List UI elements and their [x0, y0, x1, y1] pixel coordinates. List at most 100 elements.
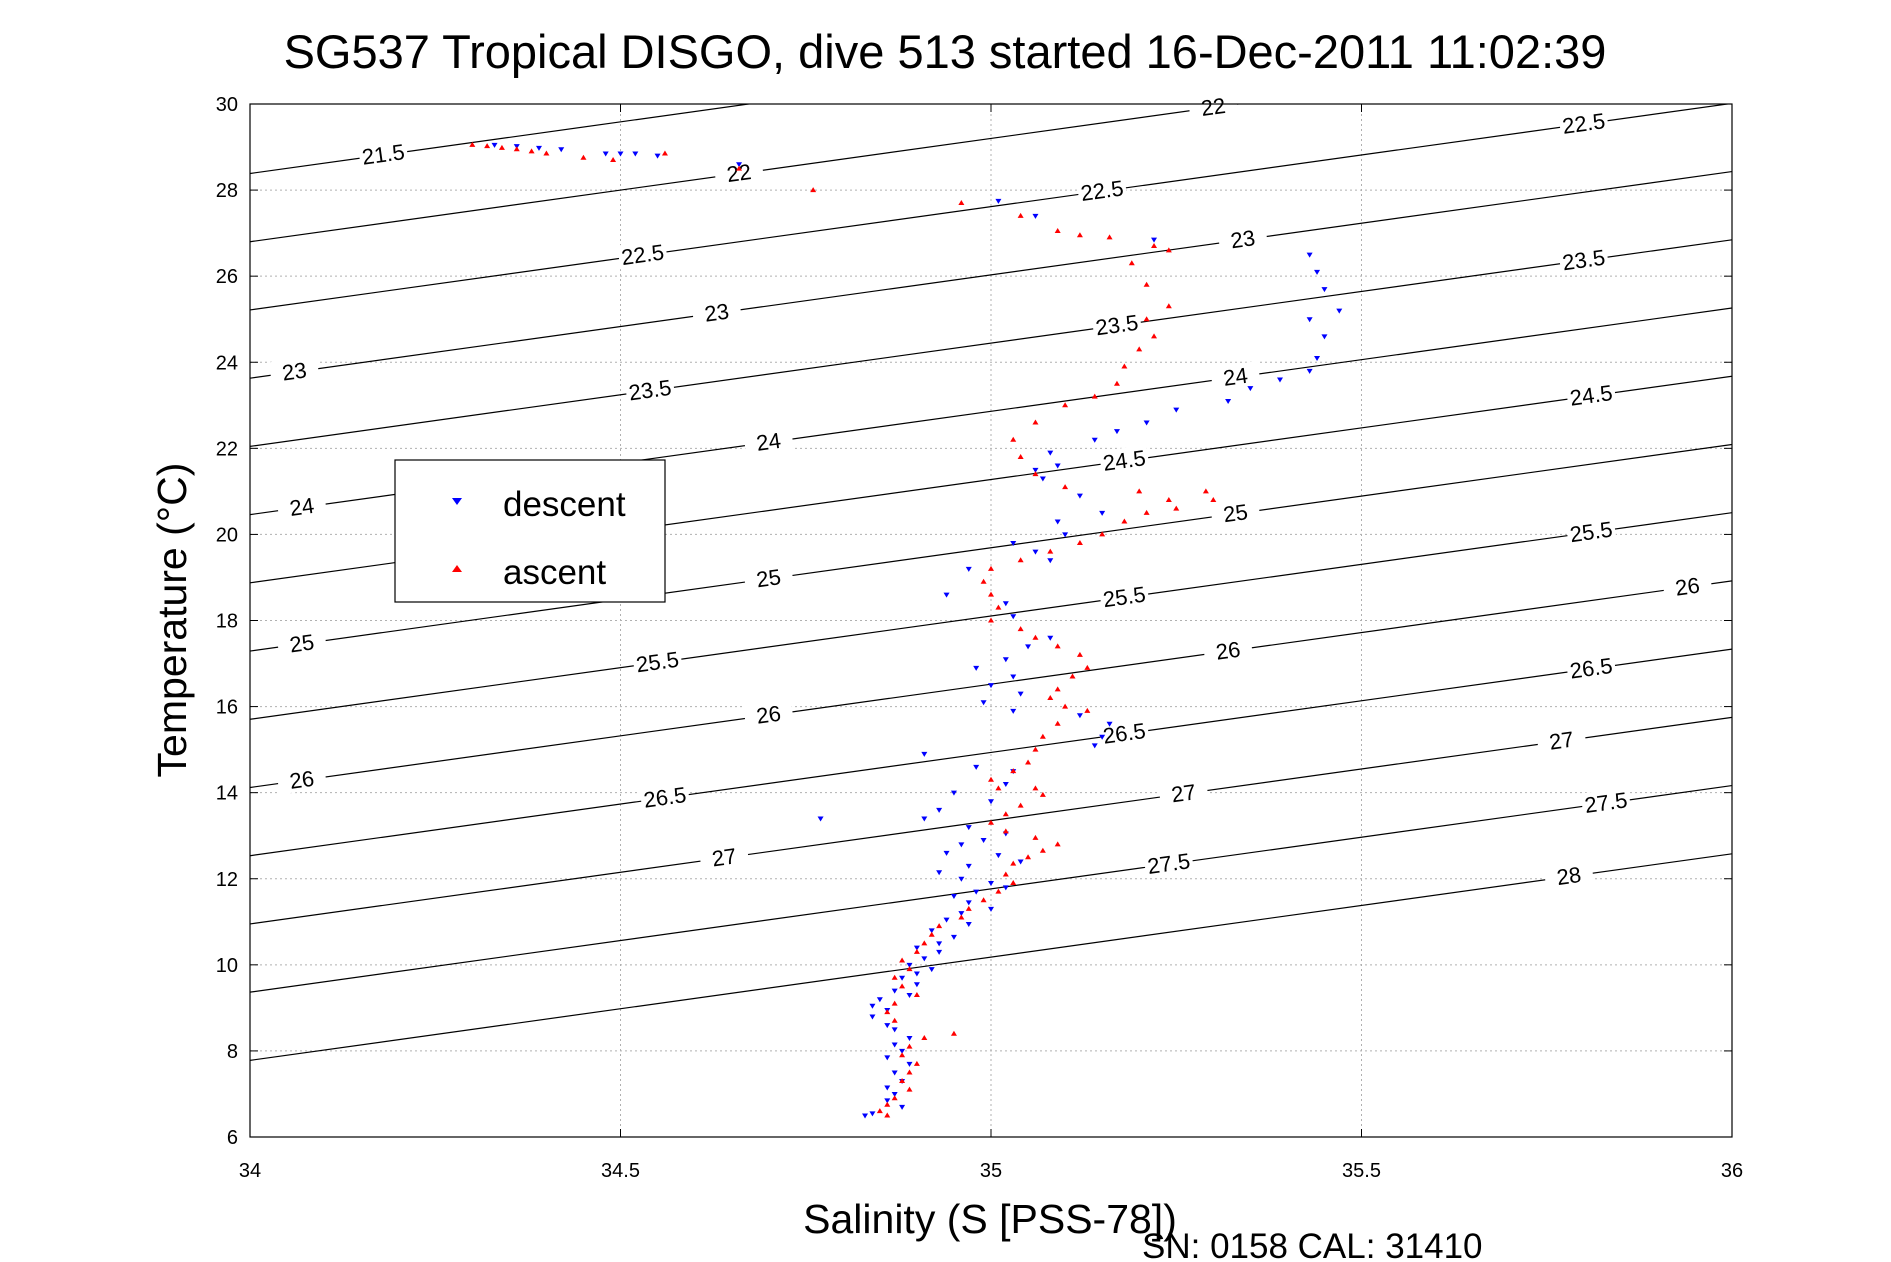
- descent-point: [891, 1027, 898, 1033]
- isopycnal-label-bg: [743, 562, 794, 593]
- ascent-point: [995, 604, 1002, 610]
- ascent-point: [736, 165, 743, 171]
- descent-point: [899, 1048, 906, 1054]
- isopycnal-label-bg: [1209, 361, 1261, 392]
- ascent-point: [580, 154, 587, 160]
- ascent-point: [936, 923, 943, 929]
- isopycnal-label-bg: [1158, 777, 1209, 808]
- ascent-point: [958, 199, 965, 205]
- descent-point: [921, 751, 928, 757]
- descent-point: [1336, 308, 1343, 314]
- descent-point: [928, 928, 935, 934]
- ascent-point: [1017, 212, 1024, 218]
- serial-calibration-footer: SN: 0158 CAL: 31410: [1142, 1227, 1483, 1262]
- ascent-point: [1054, 720, 1061, 726]
- ascent-point: [906, 1069, 913, 1075]
- legend: descent ascent: [394, 459, 666, 603]
- descent-point: [965, 863, 972, 869]
- isopycnal-label: 27: [1170, 779, 1198, 807]
- ascent-point: [1062, 703, 1069, 709]
- isopycnal-label-bg: [1187, 91, 1239, 122]
- ascent-point: [1039, 791, 1046, 797]
- isopycnal-label: 25.5: [635, 647, 681, 678]
- ascent-point: [1099, 531, 1106, 537]
- ascent-point: [1210, 496, 1217, 502]
- isopycnal-label: 24.5: [1101, 445, 1147, 476]
- x-tick-label: 34.5: [601, 1160, 640, 1182]
- descent-point: [1010, 674, 1017, 680]
- descent-point: [1062, 532, 1069, 538]
- ascent-point: [498, 144, 505, 150]
- descent-point: [1151, 237, 1158, 243]
- legend-marker-descent: [452, 498, 462, 505]
- ascent-point: [950, 1030, 957, 1036]
- isopycnal-label: 22: [1199, 93, 1227, 121]
- y-tick-label: 30: [216, 94, 238, 116]
- isopycnal-label: 27: [710, 843, 738, 871]
- descent-point: [973, 764, 980, 770]
- isopycnal-label-bg: [1098, 717, 1150, 749]
- descent-point: [965, 900, 972, 906]
- descent-point: [1010, 708, 1017, 714]
- descent-point: [1002, 601, 1009, 607]
- descent-point: [1032, 549, 1039, 555]
- descent-point: [1247, 386, 1254, 392]
- descent-point: [921, 816, 928, 822]
- ascent-point: [1032, 419, 1039, 425]
- isopycnal-label-bg: [1076, 174, 1128, 206]
- isopycnal-label: 24: [1222, 363, 1250, 391]
- isopycnal-label-bg: [1209, 497, 1261, 528]
- y-tick-label: 18: [216, 611, 238, 633]
- ascent-point: [1032, 785, 1039, 791]
- isopycnal-line: [250, 104, 1243, 243]
- y-tick-label: 20: [216, 524, 238, 546]
- descent-point: [958, 842, 965, 848]
- ascent-point: [1010, 436, 1017, 442]
- ascent-point: [1143, 281, 1150, 287]
- ascent-point: [1017, 557, 1024, 563]
- descent-point: [995, 198, 1002, 204]
- descent-point: [943, 850, 950, 856]
- isopycnal-line: [250, 239, 1732, 447]
- descent-point: [936, 870, 943, 876]
- descent-point: [1032, 467, 1039, 473]
- ascent-point: [1047, 694, 1054, 700]
- ascent-point: [958, 914, 965, 920]
- descent-point: [906, 962, 913, 968]
- chart-title: SG537 Tropical DISGO, dive 513 started 1…: [284, 25, 1607, 78]
- descent-point: [1017, 691, 1024, 697]
- ascent-point: [995, 785, 1002, 791]
- descent-point: [973, 665, 980, 671]
- legend-box: [394, 459, 666, 603]
- descent-point: [958, 876, 965, 882]
- isopycnal-label: 26: [755, 701, 783, 729]
- isopycnal-label-bg: [1536, 724, 1587, 756]
- isopycnal-label-bg: [1098, 581, 1150, 612]
- y-tick-label: 6: [227, 1127, 238, 1149]
- ascent-point: [1165, 496, 1172, 502]
- descent-point: [913, 982, 920, 988]
- ascent-point: [1091, 393, 1098, 399]
- legend-marker-ascent: [452, 565, 462, 572]
- isopycnal-label: 25: [1222, 499, 1250, 527]
- descent-point: [1306, 368, 1313, 374]
- y-axis-ticks: 6 8 10 12 14 16 18 20 22 24 26 28 30: [216, 94, 1732, 1149]
- descent-point: [869, 1003, 876, 1009]
- isopycnal-label-bg: [743, 426, 794, 457]
- ascent-point: [876, 1108, 883, 1114]
- isopycnal-label: 26: [288, 766, 316, 794]
- ascent-point: [980, 897, 987, 903]
- descent-point: [602, 151, 609, 157]
- y-tick-label: 8: [227, 1041, 238, 1063]
- isopycnal-label: 26.5: [642, 782, 688, 813]
- isopycnal-label: 25.5: [1101, 582, 1147, 613]
- descent-point: [1143, 420, 1150, 426]
- isopycnal-label: 23.5: [1561, 245, 1607, 276]
- ascent-point: [988, 617, 994, 623]
- descent-point: [936, 941, 943, 947]
- isopycnal-line: [250, 443, 1732, 652]
- isopycnal-label: 27: [1548, 727, 1576, 755]
- descent-point: [988, 881, 994, 887]
- y-axis-label: Temperature (°C): [149, 463, 195, 778]
- descent-point: [913, 945, 920, 951]
